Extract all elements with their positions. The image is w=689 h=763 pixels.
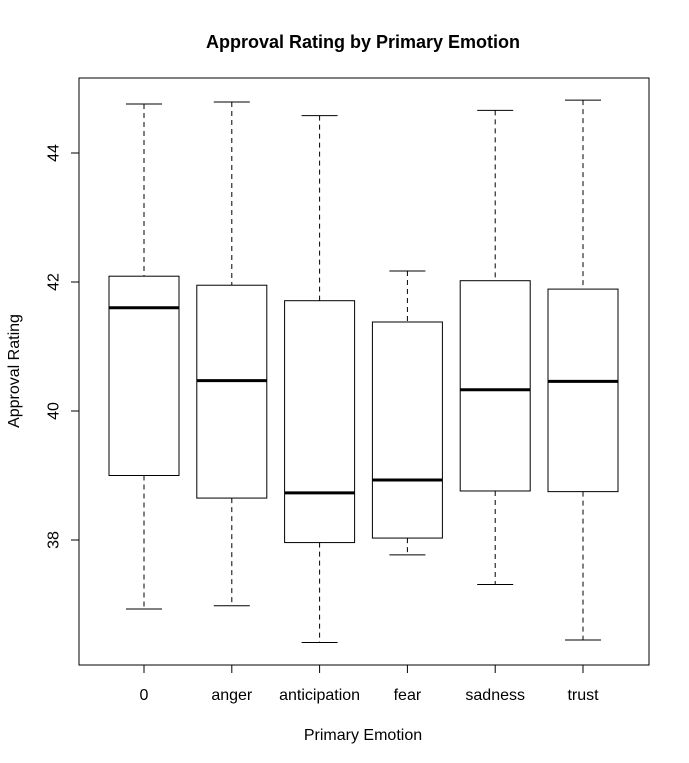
- y-axis-label: Approval Rating: [6, 314, 23, 428]
- box-iqr: [196, 284, 268, 499]
- plot-layer: 38 40 42 44 0 anger anticipation fear sadness tru…: [46, 99, 619, 704]
- box-iqr: [459, 280, 531, 492]
- y-tick-label: 38: [46, 531, 63, 549]
- box-iqr: [547, 288, 619, 493]
- x-tick-label: 0: [140, 687, 149, 704]
- x-tick-label: anticipation: [279, 687, 360, 704]
- y-tick-label: 40: [46, 402, 63, 420]
- x-tick-label: anger: [211, 687, 253, 704]
- box-iqr: [284, 300, 356, 544]
- box-iqr: [108, 275, 180, 476]
- box-iqr: [371, 321, 443, 539]
- x-tick-label: fear: [394, 687, 422, 704]
- x-axis-label: Primary Emotion: [304, 727, 422, 744]
- chart-title: Approval Rating by Primary Emotion: [206, 32, 520, 52]
- y-tick-label: 42: [46, 273, 63, 291]
- plot-frame: [78, 77, 650, 666]
- x-tick-label: sadness: [465, 687, 525, 704]
- y-tick-label: 44: [46, 144, 63, 162]
- x-tick-label: trust: [567, 687, 599, 704]
